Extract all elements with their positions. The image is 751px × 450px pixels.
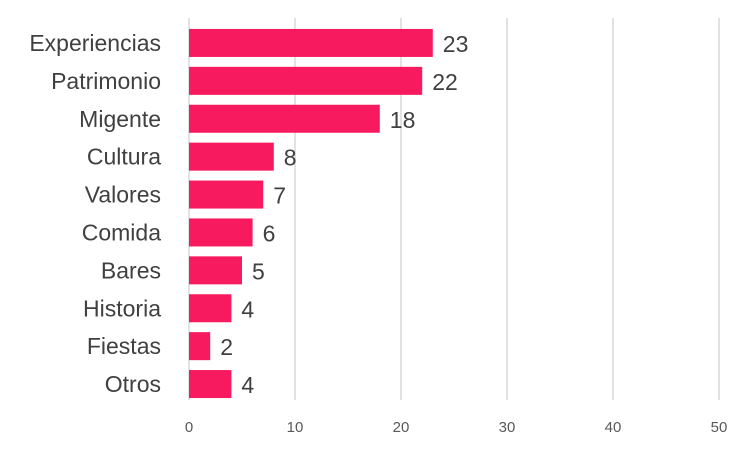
data-label: 2 <box>220 334 233 360</box>
bars <box>189 28 433 399</box>
bar <box>189 370 232 399</box>
data-label: 6 <box>263 220 276 246</box>
category-label: Migente <box>79 106 161 132</box>
x-tick-label: 50 <box>711 419 728 436</box>
bar <box>189 28 433 57</box>
x-axis-ticks: 0 10 20 30 40 50 <box>185 419 728 436</box>
category-label: Bares <box>101 257 161 283</box>
data-label: 23 <box>443 31 469 57</box>
x-tick-label: 0 <box>185 419 193 436</box>
data-label: 8 <box>284 145 297 171</box>
bar <box>189 332 211 361</box>
bar <box>189 294 232 323</box>
category-label: Historia <box>83 295 161 321</box>
category-label: Fiestas <box>87 333 161 359</box>
data-label: 7 <box>273 183 286 209</box>
bar <box>189 180 264 209</box>
category-label: Cultura <box>87 144 161 170</box>
bar <box>189 142 274 171</box>
bar <box>189 256 242 285</box>
x-tick-label: 30 <box>499 419 516 436</box>
category-label: Comida <box>82 219 161 245</box>
category-label: Otros <box>105 371 161 397</box>
data-label: 22 <box>432 69 458 95</box>
category-labels: Experiencias Patrimonio Migente Cultura Valo… <box>29 30 161 397</box>
data-labels: 23 22 18 8 7 6 5 424 <box>220 31 468 398</box>
bar <box>189 104 380 133</box>
data-label: 5 <box>252 258 265 284</box>
x-tick-label: 20 <box>393 419 410 436</box>
category-label: Experiencias <box>29 30 161 56</box>
bar <box>189 66 423 95</box>
data-label: 18 <box>390 107 416 133</box>
category-label: Valores <box>85 182 161 208</box>
category-label: Patrimonio <box>51 68 161 94</box>
data-label: 4 <box>241 372 254 398</box>
data-label: 4 <box>241 296 254 322</box>
x-tick-label: 10 <box>287 419 304 436</box>
bar <box>189 218 253 247</box>
x-tick-label: 40 <box>605 419 622 436</box>
